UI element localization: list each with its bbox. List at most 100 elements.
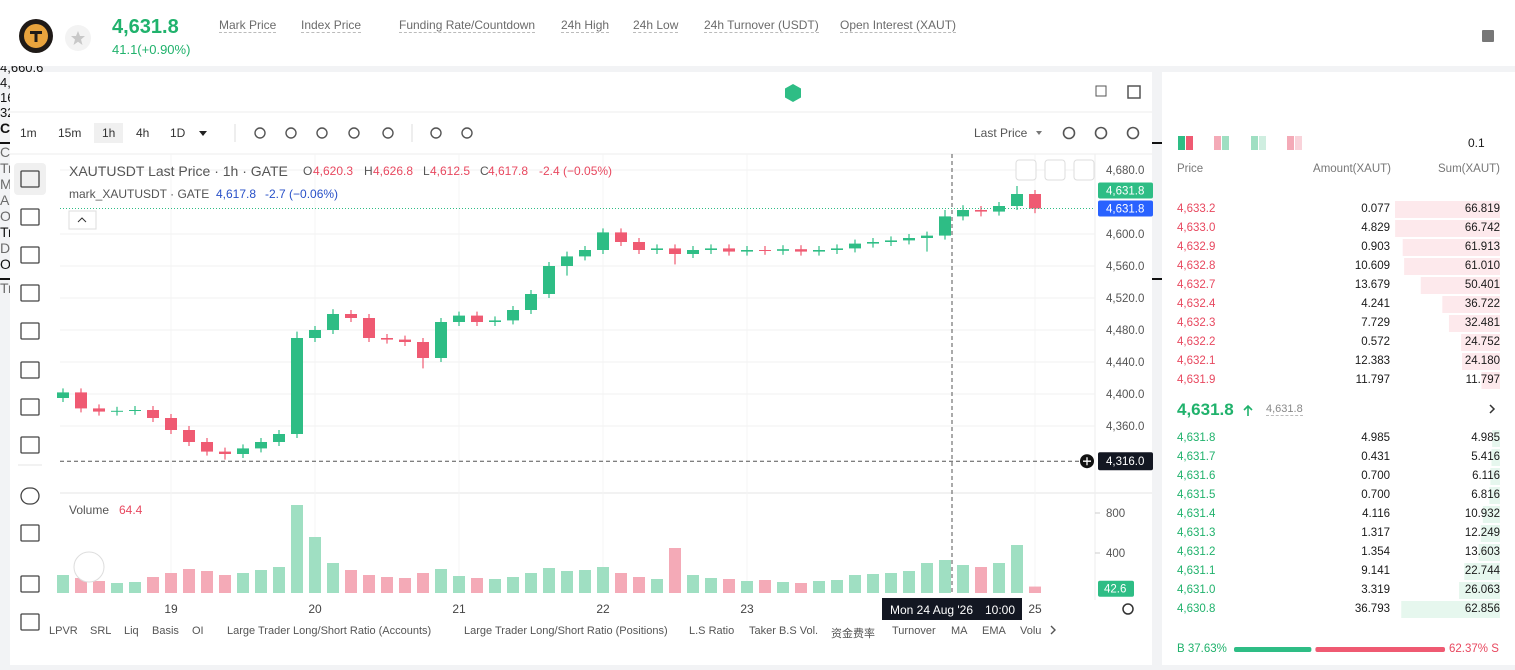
interval-button[interactable]: 1h	[94, 123, 124, 143]
drawing-tool[interactable]	[20, 524, 40, 542]
price-source[interactable]: Last Price	[974, 126, 1028, 140]
camera-icon[interactable]	[1094, 126, 1108, 140]
toolbar-alert[interactable]	[382, 127, 394, 139]
drawing-tool[interactable]	[20, 436, 40, 454]
volume-bar	[777, 582, 789, 593]
toolbar-undo[interactable]	[430, 127, 442, 139]
indicator-button[interactable]: EMA	[982, 625, 1006, 637]
ob-view-button[interactable]	[1251, 136, 1258, 150]
ob-amount: 36.793	[1354, 603, 1390, 615]
indicator-button[interactable]: Large Trader Long/Short Ratio (Positions…	[464, 625, 668, 637]
settings-icon[interactable]	[1122, 603, 1134, 615]
depth-bar	[1491, 449, 1500, 466]
indicator-button[interactable]: MA	[951, 625, 968, 637]
ob-sum: 4.985	[1471, 432, 1500, 444]
volume-value: 64.4	[119, 503, 143, 517]
volume-bar	[219, 575, 231, 593]
volume-bar	[399, 578, 411, 593]
indicator-button[interactable]: Turnover	[892, 625, 936, 637]
search-icon[interactable]	[1062, 126, 1076, 140]
chart-control[interactable]	[1073, 159, 1095, 181]
ob-price: 4,631.9	[1177, 374, 1216, 386]
indicator-button[interactable]: LPVR	[49, 625, 78, 637]
indicator-button[interactable]: Taker B.S Vol.	[749, 625, 819, 637]
settings-icon[interactable]	[1126, 126, 1140, 140]
last-price-label: 4,631.8	[1106, 186, 1144, 198]
volume-bar	[759, 580, 771, 593]
ob-view-button[interactable]	[1259, 136, 1266, 150]
volume-bar	[75, 578, 87, 593]
candle-body	[255, 442, 267, 449]
candle-body	[651, 248, 663, 250]
drawing-tool[interactable]	[20, 613, 40, 631]
x-tick-label: 21	[452, 602, 466, 616]
toolbar-indicator[interactable]	[285, 127, 297, 139]
drawing-tool[interactable]	[20, 170, 40, 188]
volume-bar	[435, 569, 447, 593]
interval-button[interactable]: 15m	[58, 126, 82, 140]
interval-button[interactable]: 1m	[20, 126, 37, 140]
candle-body	[219, 451, 231, 454]
volume-bar	[903, 571, 915, 593]
chart-control[interactable]	[1015, 159, 1037, 181]
drawing-tool[interactable]	[20, 575, 40, 593]
toolbar-template[interactable]	[348, 127, 360, 139]
drawing-tool[interactable]	[20, 398, 40, 416]
crosshair-plus	[1083, 457, 1091, 466]
ob-view-button[interactable]	[1214, 136, 1221, 150]
indicator-button[interactable]: Volu	[1020, 625, 1042, 637]
ob-view-button[interactable]	[1222, 136, 1229, 150]
ob-sum: 11.797	[1465, 374, 1500, 386]
chart-control[interactable]	[1044, 159, 1066, 181]
favorite-button[interactable]	[64, 24, 92, 52]
ob-price: 4,631.7	[1177, 451, 1216, 463]
ob-precision[interactable]: 0.1	[1468, 136, 1485, 150]
book-icon[interactable]	[1480, 28, 1496, 44]
drawing-tool[interactable]	[20, 487, 40, 505]
depth-bar	[1464, 563, 1500, 580]
stat-label: Index Price	[301, 18, 362, 33]
volume-bar	[867, 574, 879, 593]
ob-view-button[interactable]	[1295, 136, 1302, 150]
drawing-tool[interactable]	[20, 246, 40, 264]
indicator-button[interactable]: OI	[192, 625, 204, 637]
candle-body	[111, 410, 123, 412]
indicator-button[interactable]: SRL	[90, 625, 112, 637]
ob-view-button[interactable]	[1287, 136, 1294, 150]
order-book-bars	[1178, 136, 1500, 652]
interval-button[interactable]: 4h	[136, 126, 150, 140]
indicator-button[interactable]: Basis	[152, 625, 179, 637]
drawing-tool[interactable]	[20, 208, 40, 226]
stat-label: Open Interest (XAUT)	[840, 18, 957, 33]
x-tick-label: 20	[308, 602, 322, 616]
drawing-tool[interactable]	[20, 284, 40, 302]
ob-amount: 4.241	[1361, 298, 1390, 310]
collapse-button[interactable]	[68, 210, 97, 230]
depth-bar	[1448, 315, 1500, 332]
candle-body	[1011, 194, 1023, 206]
indicator-button[interactable]: L.S Ratio	[689, 625, 735, 637]
toolbar-redo[interactable]	[461, 127, 473, 139]
candle-body	[291, 338, 303, 434]
depth-bar	[1461, 334, 1500, 351]
volume-bar	[165, 573, 177, 593]
depth-bar	[1442, 296, 1500, 313]
stat-label: Mark Price	[219, 18, 277, 33]
drawing-tool[interactable]	[20, 361, 40, 379]
indicator-button[interactable]: Large Trader Long/Short Ratio (Accounts)	[227, 625, 432, 637]
stat-label: Funding Rate/Countdown	[399, 18, 536, 33]
ob-view-button[interactable]	[1178, 136, 1185, 150]
candle-body	[759, 250, 771, 251]
candle-body	[237, 448, 249, 454]
depth-bar	[1401, 601, 1500, 618]
ob-view-button[interactable]	[1186, 136, 1193, 150]
drawing-tool[interactable]	[20, 322, 40, 340]
candle-body	[381, 338, 393, 340]
toolbar-replay[interactable]	[316, 127, 328, 139]
interval-button[interactable]: 1D	[170, 126, 186, 140]
ob-price: 4,632.3	[1177, 317, 1216, 329]
ob-sum: 24.180	[1464, 355, 1500, 367]
indicator-button[interactable]: Liq	[124, 625, 139, 637]
toolbar-candle[interactable]	[254, 127, 266, 139]
indicator-button[interactable]: 资金费率	[831, 628, 875, 640]
